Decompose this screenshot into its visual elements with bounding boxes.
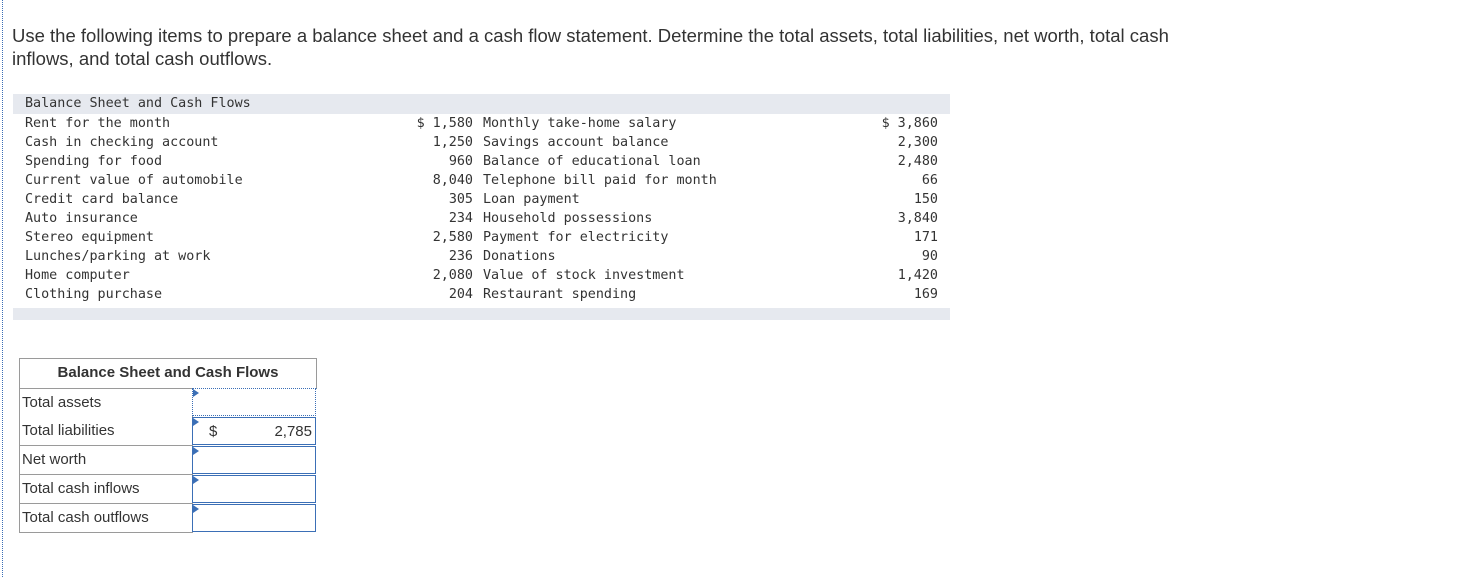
answer-label: Total assets <box>19 388 193 418</box>
table-row: Home computer 2,080 Value of stock inves… <box>13 266 950 285</box>
input-marker-icon <box>193 389 199 397</box>
item-label: Donations <box>483 249 556 264</box>
item-label: Stereo equipment <box>25 230 154 245</box>
input-marker-icon <box>193 418 199 426</box>
input-marker-icon <box>193 447 199 455</box>
item-label: Value of stock investment <box>483 268 685 283</box>
item-value: 204 <box>448 287 473 302</box>
answer-row-total-cash-inflows: Total cash inflows <box>19 475 317 504</box>
item-label: Loan payment <box>483 192 580 207</box>
table-row: Clothing purchase 204 Restaurant spendin… <box>13 285 950 304</box>
table-row: Credit card balance 305 Loan payment 150 <box>13 190 950 209</box>
item-label: Payment for electricity <box>483 230 669 245</box>
table-row: Spending for food 960 Balance of educati… <box>13 152 950 171</box>
item-label: Clothing purchase <box>25 287 163 302</box>
table-row: Stereo equipment 2,580 Payment for elect… <box>13 228 950 247</box>
item-value: 2,300 <box>897 135 938 150</box>
item-label: Savings account balance <box>483 135 669 150</box>
item-value: 150 <box>913 192 938 207</box>
table-row: Cash in checking account 1,250 Savings a… <box>13 133 950 152</box>
item-value: $ 1,580 <box>416 116 473 131</box>
answer-label: Net worth <box>19 446 193 475</box>
item-label: Lunches/parking at work <box>25 249 211 264</box>
item-value: 66 <box>921 173 938 188</box>
item-label: Household possessions <box>483 211 653 226</box>
item-value: 169 <box>913 287 938 302</box>
answer-row-net-worth: Net worth <box>19 446 317 475</box>
table-row: Lunches/parking at work 236 Donations 90 <box>13 247 950 266</box>
answer-value: 2,785 <box>274 423 312 440</box>
item-value: 2,580 <box>432 230 473 245</box>
item-value: 90 <box>921 249 938 264</box>
item-value: $ 3,860 <box>881 116 938 131</box>
item-label: Telephone bill paid for month <box>483 173 717 188</box>
item-label: Monthly take-home salary <box>483 116 677 131</box>
item-value: 2,480 <box>897 154 938 169</box>
net-worth-input[interactable] <box>192 446 316 474</box>
table-row: Current value of automobile 8,040 Teleph… <box>13 171 950 190</box>
item-label: Restaurant spending <box>483 287 637 302</box>
item-value: 236 <box>448 249 473 264</box>
answer-row-total-assets: Total assets <box>19 388 317 418</box>
item-label: Credit card balance <box>25 192 179 207</box>
item-label: Cash in checking account <box>25 135 219 150</box>
total-liabilities-input[interactable]: $ 2,785 <box>192 417 316 445</box>
reference-table-footer <box>13 308 950 320</box>
answer-label: Total cash outflows <box>19 504 193 533</box>
item-value: 2,080 <box>432 268 473 283</box>
instructions-text: Use the following items to prepare a bal… <box>12 25 1169 69</box>
item-value: 305 <box>448 192 473 207</box>
total-assets-input[interactable] <box>192 388 316 416</box>
total-cash-outflows-input[interactable] <box>192 504 316 532</box>
reference-table-body: Rent for the month $ 1,580 Monthly take-… <box>13 114 950 308</box>
item-value: 234 <box>448 211 473 226</box>
item-label: Balance of educational loan <box>483 154 701 169</box>
table-row: Auto insurance 234 Household possessions… <box>13 209 950 228</box>
answer-row-total-liabilities: Total liabilities $ 2,785 <box>19 417 317 446</box>
total-cash-inflows-input[interactable] <box>192 475 316 503</box>
currency-symbol: $ <box>209 423 218 440</box>
item-value: 1,420 <box>897 268 938 283</box>
page-left-border <box>2 0 3 577</box>
item-value: 960 <box>448 154 473 169</box>
answer-table-title: Balance Sheet and Cash Flows <box>19 358 317 389</box>
item-label: Auto insurance <box>25 211 138 226</box>
reference-table: Balance Sheet and Cash Flows Rent for th… <box>13 94 950 320</box>
item-label: Rent for the month <box>25 116 171 131</box>
item-label: Home computer <box>25 268 130 283</box>
item-label: Spending for food <box>25 154 163 169</box>
input-marker-icon <box>193 476 199 484</box>
answer-row-total-cash-outflows: Total cash outflows <box>19 504 317 533</box>
item-value: 171 <box>913 230 938 245</box>
answer-label: Total cash inflows <box>19 475 193 504</box>
item-value: 3,840 <box>897 211 938 226</box>
answer-label: Total liabilities <box>19 417 193 446</box>
item-value: 1,250 <box>432 135 473 150</box>
reference-table-title: Balance Sheet and Cash Flows <box>13 94 950 114</box>
input-marker-icon <box>193 505 199 513</box>
item-value: 8,040 <box>432 173 473 188</box>
item-label: Current value of automobile <box>25 173 243 188</box>
table-row: Rent for the month $ 1,580 Monthly take-… <box>13 114 950 133</box>
